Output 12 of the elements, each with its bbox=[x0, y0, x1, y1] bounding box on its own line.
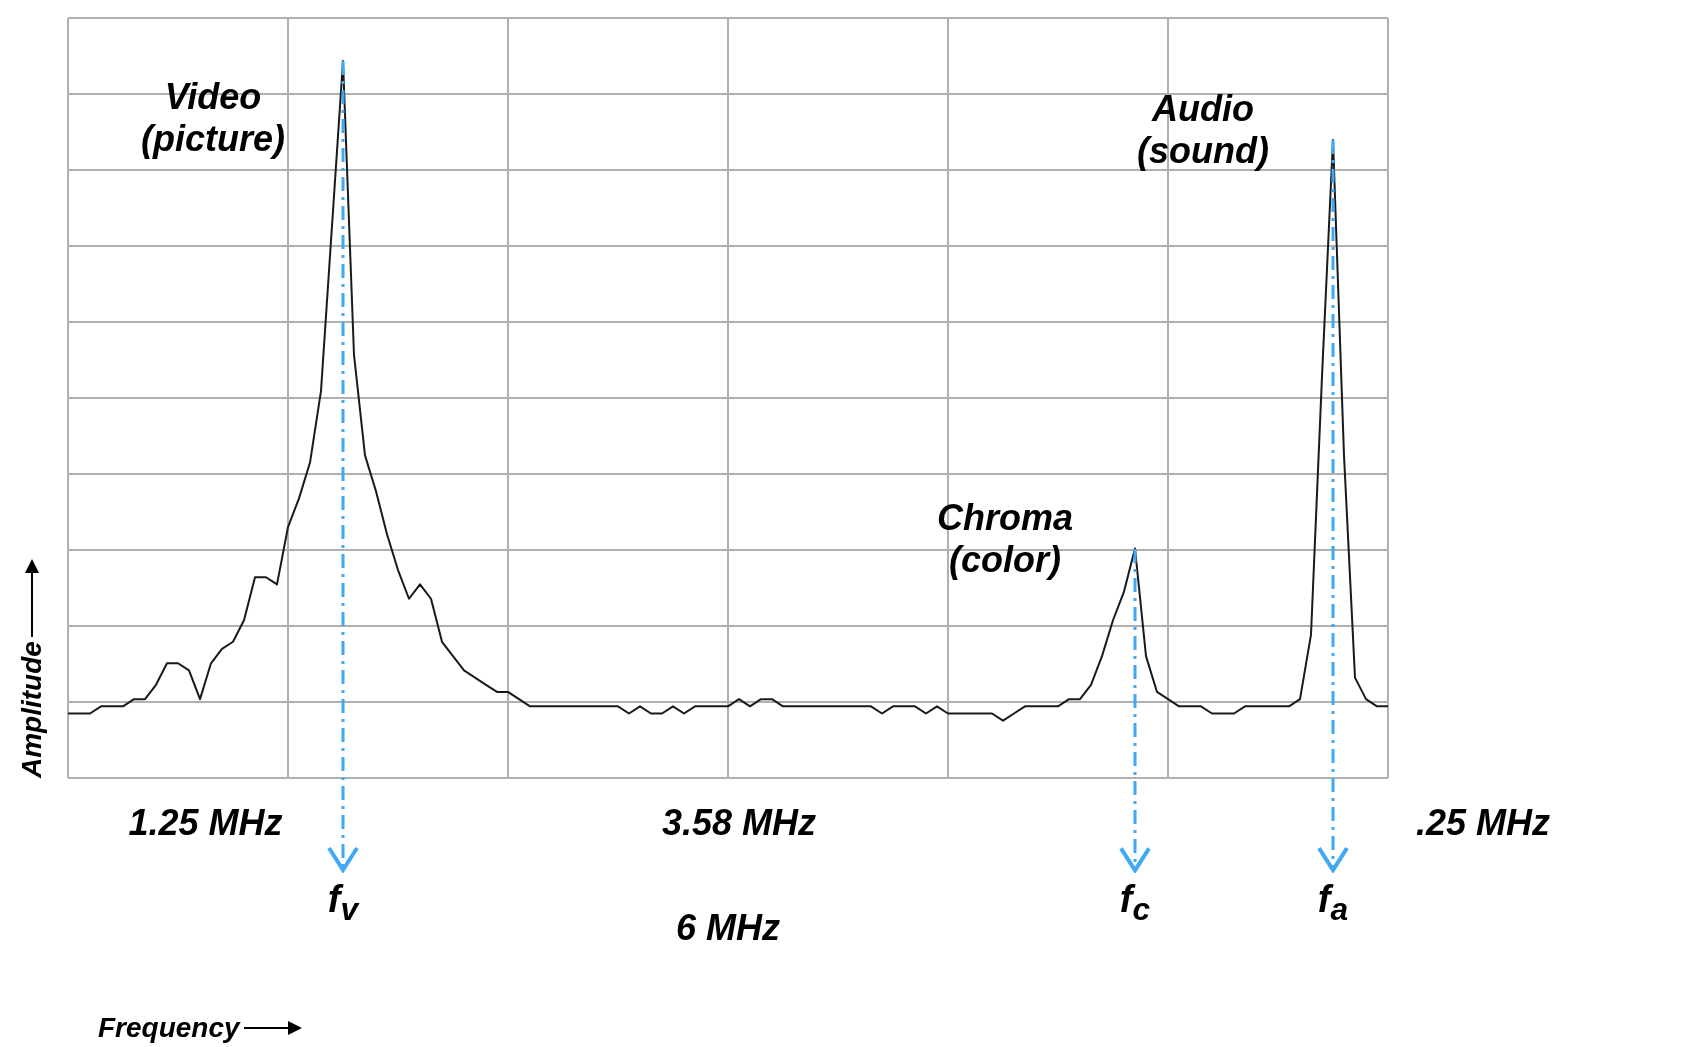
text: 6 MHz bbox=[667, 907, 789, 949]
annotation: Video (picture) bbox=[140, 76, 286, 160]
y-axis-title: Amplitude bbox=[16, 641, 48, 778]
text: f$_{v}$ bbox=[327, 877, 359, 928]
text: .25 MHz bbox=[1407, 802, 1559, 844]
text: Frequency bbox=[98, 1012, 240, 1044]
annotation: Chroma (color) bbox=[936, 496, 1074, 581]
text: f$_{a}$ bbox=[1317, 877, 1349, 928]
text: f$_{c}$ bbox=[1119, 877, 1151, 928]
text: 3.58 MHz bbox=[653, 802, 825, 844]
annotation: Audio (sound) bbox=[1136, 87, 1270, 172]
text: 1.25 MHz bbox=[120, 802, 291, 844]
